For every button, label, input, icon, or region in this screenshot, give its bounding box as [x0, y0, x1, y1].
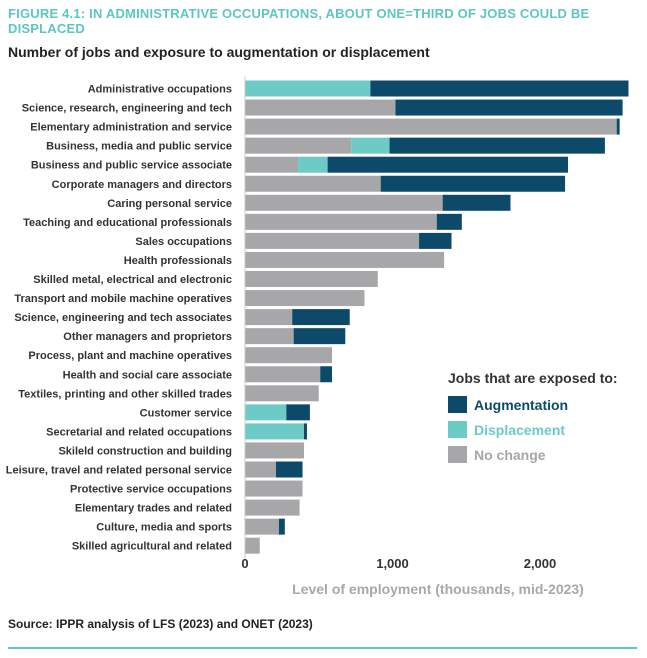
legend-label-augmentation: Augmentation: [474, 397, 568, 413]
bar-segment-no_change: [245, 366, 321, 383]
bar-segment-displacement: [351, 137, 390, 154]
category-label: Caring personal service: [107, 198, 232, 210]
bar-segment-no_change: [245, 156, 299, 173]
bottom-divider: [8, 647, 637, 649]
bar-segment-augmentation: [419, 232, 452, 249]
bar-segment-no_change: [245, 271, 378, 287]
bar-segment-augmentation: [370, 80, 629, 97]
category-label: Secretarial and related occupations: [46, 426, 232, 438]
legend-swatch-displacement: [448, 421, 467, 438]
legend-swatch-augmentation: [448, 396, 467, 413]
bar-segment-augmentation: [380, 175, 566, 192]
bar-segment-no_change: [245, 99, 396, 116]
bar-segment-no_change: [245, 347, 333, 364]
bar-segment-displacement: [245, 80, 371, 97]
source-note: Source: IPPR analysis of LFS (2023) and …: [8, 617, 313, 631]
x-tick-label: 2,000: [524, 556, 557, 571]
bar-segment-no_change: [245, 328, 294, 345]
bar-segment-no_change: [245, 537, 260, 554]
category-label: Textiles, printing and other skilled tra…: [18, 388, 232, 400]
category-label: Sales occupations: [135, 236, 232, 248]
category-label: Process, plant and machine operatives: [28, 350, 232, 362]
category-label: Health and social care associate: [63, 369, 232, 381]
legend-label-no_change: No change: [474, 447, 546, 463]
bar-segment-augmentation: [304, 423, 307, 440]
x-tick-label: 0: [241, 556, 248, 571]
bar-segment-augmentation: [286, 404, 310, 421]
bar-segment-augmentation: [320, 366, 333, 383]
bar-segment-augmentation: [442, 194, 511, 211]
x-tick-label: 1,000: [376, 556, 409, 571]
bar-segment-augmentation: [436, 213, 462, 230]
category-label: Skileld construction and building: [58, 445, 232, 457]
bar-segment-augmentation: [293, 328, 346, 345]
bar-segment-no_change: [245, 137, 352, 154]
bars-layer: [245, 80, 629, 554]
category-label: Skilled agricultural and related: [72, 541, 232, 553]
bar-segment-augmentation: [395, 99, 623, 116]
category-label: Leisure, travel and related personal ser…: [6, 465, 232, 477]
chart-canvas: Administrative occupations Science, resea…: [6, 76, 629, 597]
category-label: Business and public service associate: [31, 160, 232, 172]
bar-segment-no_change: [245, 518, 279, 535]
figure-label: FIGURE 4.1: IN ADMINISTRATIVE OCCUPATION…: [8, 6, 590, 36]
bar-segment-no_change: [245, 175, 381, 192]
bar-segment-no_change: [245, 232, 420, 249]
bar-segment-no_change: [245, 251, 445, 268]
category-label: Other managers and proprietors: [63, 331, 232, 343]
bar-segment-augmentation: [275, 461, 303, 478]
bar-segment-no_change: [245, 461, 276, 478]
category-label: Elementary trades and related: [75, 503, 232, 515]
category-label: Protective service occupations: [70, 484, 232, 496]
legend-label-displacement: Displacement: [474, 422, 565, 438]
legend-swatch-no_change: [448, 446, 467, 463]
legend-title: Jobs that are exposed to:: [448, 370, 618, 386]
category-labels: Administrative occupations Science, resea…: [6, 84, 233, 553]
bar-segment-no_change: [245, 499, 300, 516]
bar-segment-no_change: [245, 480, 303, 497]
category-label: Health professionals: [124, 255, 232, 267]
bar-segment-augmentation: [327, 156, 569, 173]
category-label: Transport and mobile machine operatives: [14, 293, 232, 305]
bar-segment-no_change: [245, 118, 617, 135]
bar-segment-displacement: [245, 423, 304, 440]
legend: Jobs that are exposed to: Augmentation Di…: [448, 370, 618, 463]
bar-segment-displacement: [245, 404, 287, 421]
x-axis-title: Level of employment (thousands, mid-2023…: [292, 581, 584, 597]
category-label: Skilled metal, electrical and electronic: [33, 274, 232, 286]
bar-segment-augmentation: [616, 118, 620, 135]
category-label: Business, media and public service: [46, 141, 232, 153]
category-label: Science, research, engineering and tech: [22, 103, 233, 115]
chart-subtitle: Number of jobs and exposure to augmentat…: [8, 44, 430, 60]
category-label: Administrative occupations: [88, 84, 232, 96]
bar-segment-augmentation: [292, 309, 350, 326]
category-label: Culture, media and sports: [96, 522, 232, 534]
bar-segment-augmentation: [278, 518, 285, 535]
x-axis: 0 1,000 2,000 Level of employment (thousand…: [241, 76, 584, 597]
bar-segment-no_change: [245, 194, 443, 211]
category-label: Science, engineering and tech associates: [14, 312, 232, 324]
bar-segment-no_change: [245, 385, 319, 402]
bar-segment-no_change: [245, 213, 437, 230]
category-label: Elementary administration and service: [30, 122, 232, 134]
bar-segment-no_change: [245, 442, 304, 459]
bar-segment-no_change: [245, 290, 365, 307]
bar-segment-no_change: [245, 309, 293, 326]
bar-segment-displacement: [298, 156, 328, 173]
category-label: Teaching and educational professionals: [23, 217, 232, 229]
category-label: Customer service: [140, 407, 232, 419]
category-label: Corporate managers and directors: [52, 179, 232, 191]
bar-segment-augmentation: [389, 137, 605, 154]
